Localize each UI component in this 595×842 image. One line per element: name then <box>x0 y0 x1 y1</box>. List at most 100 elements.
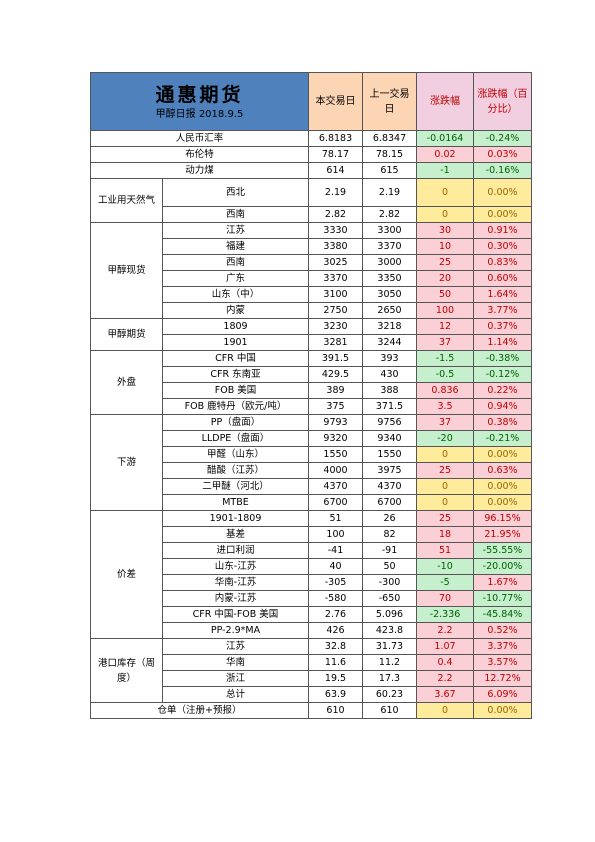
row-label: 醋酸（江苏） <box>162 462 309 479</box>
change-value: 0 <box>416 178 474 207</box>
change-value: 0 <box>416 446 474 463</box>
row-label: PP-2.9*MA <box>162 622 309 639</box>
previous-value: 615 <box>362 162 417 179</box>
group-external: 外盘 <box>90 350 163 415</box>
change-percent: 3.57% <box>473 654 532 671</box>
change-percent: 0.00% <box>473 702 532 719</box>
current-value: 9793 <box>308 414 363 431</box>
current-value: 3025 <box>308 254 363 271</box>
change-percent: 1.64% <box>473 286 532 303</box>
current-value: 3370 <box>308 270 363 287</box>
previous-value: 3218 <box>362 318 417 335</box>
current-value: 2750 <box>308 302 363 319</box>
current-value: 2.19 <box>308 178 363 207</box>
current-value: -41 <box>308 542 363 559</box>
table-row: 总计 63.9 60.23 3.67 6.09% <box>91 686 532 703</box>
change-percent: 0.03% <box>473 146 532 163</box>
group-downstream: 下游 <box>90 414 163 511</box>
row-label: 仓单（注册+预报） <box>90 702 309 719</box>
row-label: 1901 <box>162 334 309 351</box>
previous-value: 430 <box>362 366 417 383</box>
table-row: CFR 中国-FOB 美国 2.76 5.096 -2.336 -45.84% <box>91 606 532 623</box>
previous-value: 82 <box>362 526 417 543</box>
change-percent: 3.37% <box>473 638 532 655</box>
row-label: 山东（中） <box>162 286 309 303</box>
change-value: 37 <box>416 334 474 351</box>
current-value: 4370 <box>308 478 363 495</box>
table-row: 港口库存（周度） 江苏 32.8 31.73 1.07 3.37% <box>90 638 532 703</box>
previous-value: 17.3 <box>362 670 417 687</box>
change-percent: -0.16% <box>473 162 532 179</box>
change-value: 3.67 <box>416 686 474 703</box>
group-futures: 甲醇期货 <box>90 318 163 351</box>
change-percent: 96.15% <box>473 510 532 527</box>
row-label: 内蒙 <box>162 302 309 319</box>
current-value: 63.9 <box>308 686 363 703</box>
table-row: 动力煤 614 615 -1 -0.16% <box>90 162 532 179</box>
change-percent: 0.22% <box>473 382 532 399</box>
change-value: 2.2 <box>416 622 474 639</box>
change-percent: 0.00% <box>473 206 532 223</box>
change-value: 0 <box>416 494 474 511</box>
change-value: -1.5 <box>416 350 474 367</box>
change-percent: 0.52% <box>473 622 532 639</box>
current-value: 11.6 <box>308 654 363 671</box>
group-inventory: 港口库存（周度） <box>90 638 163 703</box>
current-value: 375 <box>308 398 363 415</box>
change-value: 37 <box>416 414 474 431</box>
change-percent: 0.83% <box>473 254 532 271</box>
previous-value: 11.2 <box>362 654 417 671</box>
previous-value: 31.73 <box>362 638 417 655</box>
row-label: 江苏 <box>162 638 309 655</box>
change-value: -5 <box>416 574 474 591</box>
group-operating: 工业用天然气 <box>90 178 163 223</box>
row-label: CFR 中国 <box>162 350 309 367</box>
current-value: 100 <box>308 526 363 543</box>
table-row: 价差 1901-1809 51 26 25 96.15% <box>90 510 532 639</box>
change-value: 10 <box>416 238 474 255</box>
row-label: FOB 美国 <box>162 382 309 399</box>
change-percent: 21.95% <box>473 526 532 543</box>
group-spot: 甲醇现货 <box>90 222 163 319</box>
previous-value: 78.15 <box>362 146 417 163</box>
current-value: 6700 <box>308 494 363 511</box>
previous-value: 4370 <box>362 478 417 495</box>
table-row: 布伦特 78.17 78.15 0.02 0.03% <box>90 146 532 163</box>
row-label: 江苏 <box>162 222 309 239</box>
previous-value: 50 <box>362 558 417 575</box>
current-value: -305 <box>308 574 363 591</box>
change-percent: 0.00% <box>473 478 532 495</box>
previous-value: 2.82 <box>362 206 417 223</box>
previous-value: 1550 <box>362 446 417 463</box>
current-value: 1550 <box>308 446 363 463</box>
row-label: 1809 <box>162 318 309 335</box>
row-label: 人民币汇率 <box>90 130 309 147</box>
row-label: FOB 鹿特丹（欧元/吨） <box>162 398 309 415</box>
change-value: 18 <box>416 526 474 543</box>
table-row: 甲醇期货 1809 3230 3218 12 0.37% <box>90 318 532 351</box>
change-percent: 3.77% <box>473 302 532 319</box>
table-row: 广东 3370 3350 20 0.60% <box>91 270 532 287</box>
previous-value: 388 <box>362 382 417 399</box>
current-value: 32.8 <box>308 638 363 655</box>
change-value: 25 <box>416 510 474 527</box>
row-label: 西南 <box>162 206 309 223</box>
change-value: 0 <box>416 206 474 223</box>
previous-value: 610 <box>362 702 417 719</box>
row-label: 内蒙-江苏 <box>162 590 309 607</box>
table-row: 福建 3380 3370 10 0.30% <box>91 238 532 255</box>
change-percent: -0.12% <box>473 366 532 383</box>
change-percent: 0.91% <box>473 222 532 239</box>
change-value: -1 <box>416 162 474 179</box>
change-value: 0 <box>416 702 474 719</box>
current-value: 3330 <box>308 222 363 239</box>
current-value: 391.5 <box>308 350 363 367</box>
row-label: 华南-江苏 <box>162 574 309 591</box>
change-value: 30 <box>416 222 474 239</box>
previous-value: 3244 <box>362 334 417 351</box>
current-value: 78.17 <box>308 146 363 163</box>
current-value: 3281 <box>308 334 363 351</box>
previous-value: 2650 <box>362 302 417 319</box>
previous-value: 6700 <box>362 494 417 511</box>
change-percent: 1.67% <box>473 574 532 591</box>
